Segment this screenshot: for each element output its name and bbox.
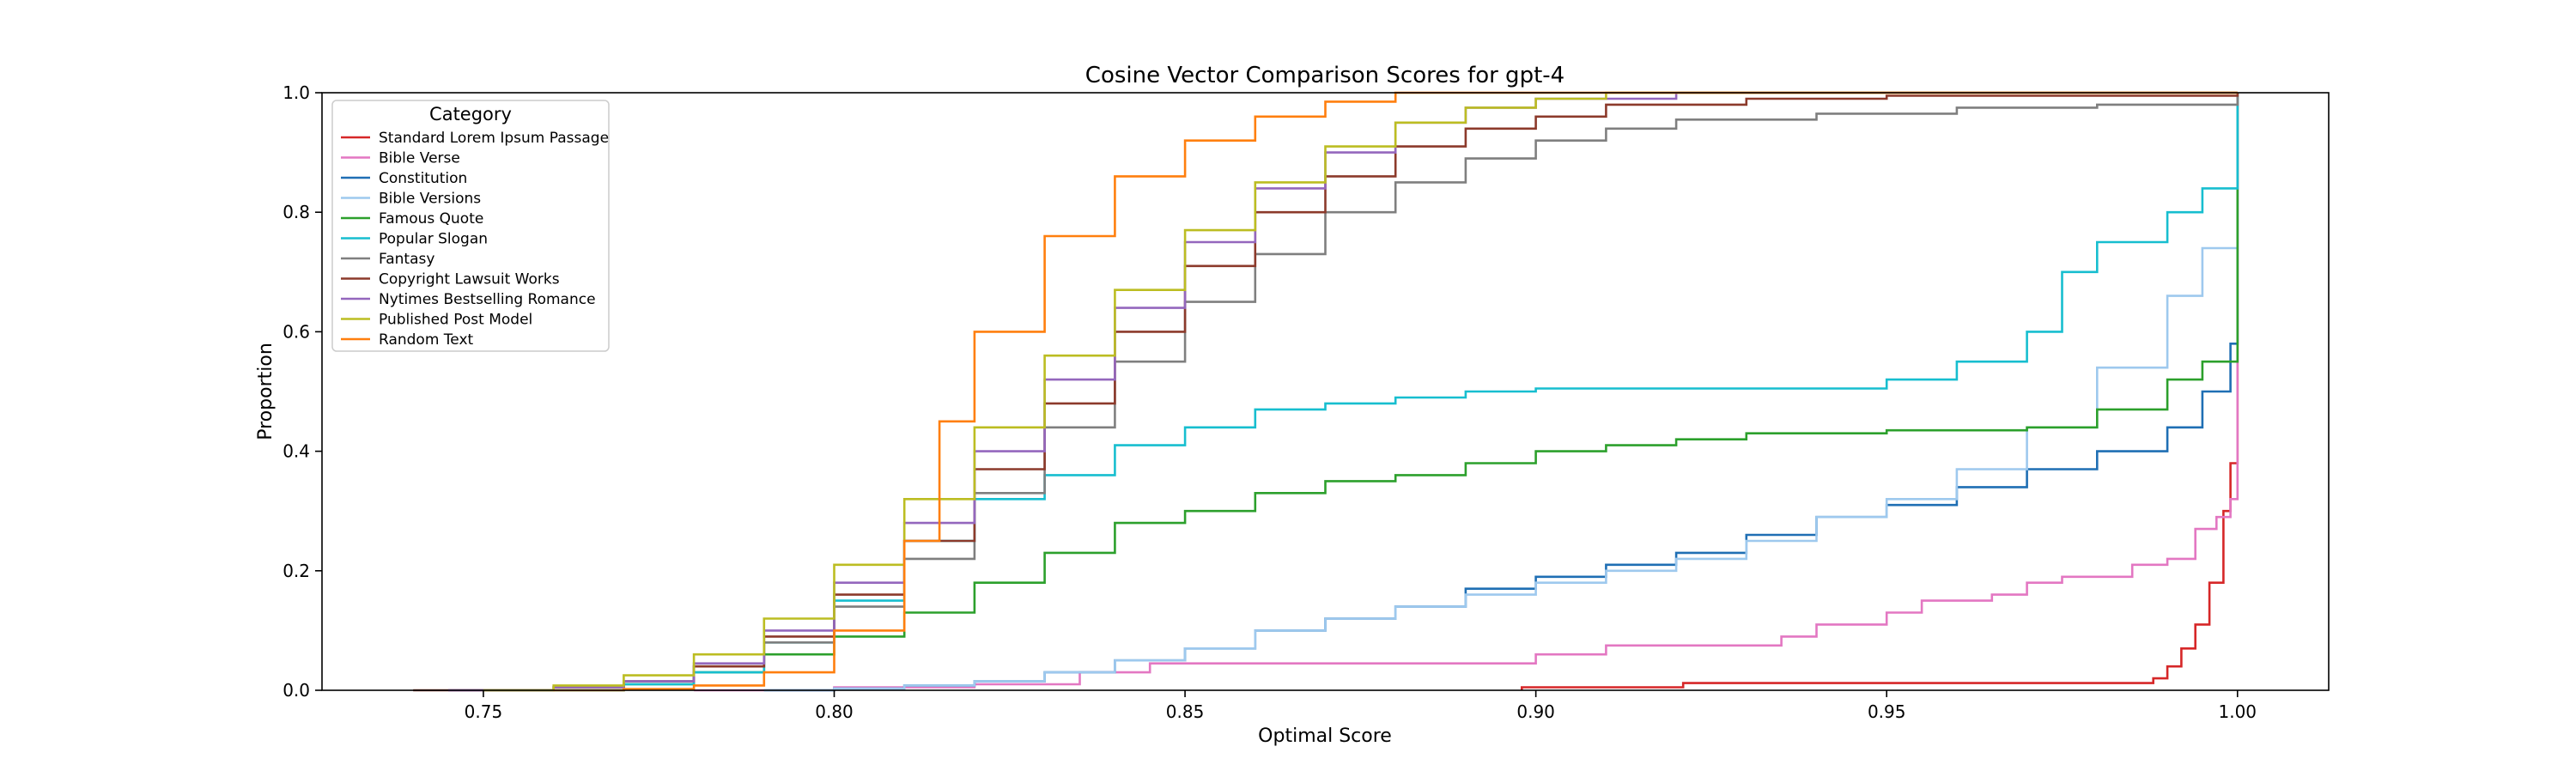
- x-tick-label: 0.80: [815, 701, 854, 722]
- legend-label: Bible Versions: [379, 191, 481, 208]
- legend-label: Standard Lorem Ipsum Passage: [379, 130, 609, 147]
- y-axis-label: Proportion: [255, 343, 276, 440]
- x-tick-label: 0.85: [1166, 701, 1205, 722]
- x-axis-label: Optimal Score: [1258, 725, 1392, 747]
- series-line-copyright-lawsuit-works: [413, 93, 2239, 692]
- y-axis-ticks: 0.0 0.2 0.4 0.6 0.8 1.0: [283, 82, 322, 701]
- y-tick-label: 0.0: [283, 680, 310, 701]
- x-axis-ticks: 0.75 0.80 0.85 0.90 0.95 1.00: [465, 690, 2257, 722]
- series-layer: [413, 91, 2239, 692]
- legend-label: Famous Quote: [379, 210, 483, 228]
- x-tick-label: 0.95: [1868, 701, 1906, 722]
- legend-box: [331, 100, 610, 352]
- series-line-published-post-model: [483, 91, 2238, 692]
- series-line-standard-lorem-ipsum-passage: [1521, 93, 2239, 690]
- x-tick-label: 0.75: [465, 701, 503, 722]
- y-tick-label: 0.8: [283, 202, 310, 222]
- x-tick-label: 1.00: [2219, 701, 2257, 722]
- y-tick-label: 0.2: [283, 561, 310, 581]
- legend-title: Category: [429, 104, 512, 124]
- legend-label: Random Text: [379, 331, 474, 349]
- plot-frame: [321, 92, 2330, 691]
- legend-label: Constitution: [379, 170, 467, 187]
- series-line-bible-versions: [763, 93, 2239, 692]
- y-tick-label: 0.6: [283, 321, 310, 342]
- chart-title: Cosine Vector Comparison Scores for gpt-…: [1085, 63, 1564, 88]
- y-tick-label: 1.0: [283, 82, 310, 103]
- legend-label: Published Post Model: [379, 312, 532, 329]
- legend-label: Fantasy: [379, 251, 434, 268]
- x-tick-label: 0.90: [1516, 701, 1555, 722]
- legend: Category Standard Lorem Ipsum Passage Bib…: [331, 100, 610, 352]
- series-line-random-text: [553, 91, 2238, 692]
- legend-label: Bible Verse: [379, 150, 460, 167]
- legend-label: Popular Slogan: [379, 231, 488, 248]
- legend-items: Standard Lorem Ipsum Passage Bible Verse C…: [341, 130, 609, 349]
- y-tick-label: 0.4: [283, 441, 310, 462]
- legend-label: Copyright Lawsuit Works: [379, 271, 560, 288]
- legend-label: Nytimes Bestselling Romance: [379, 291, 596, 308]
